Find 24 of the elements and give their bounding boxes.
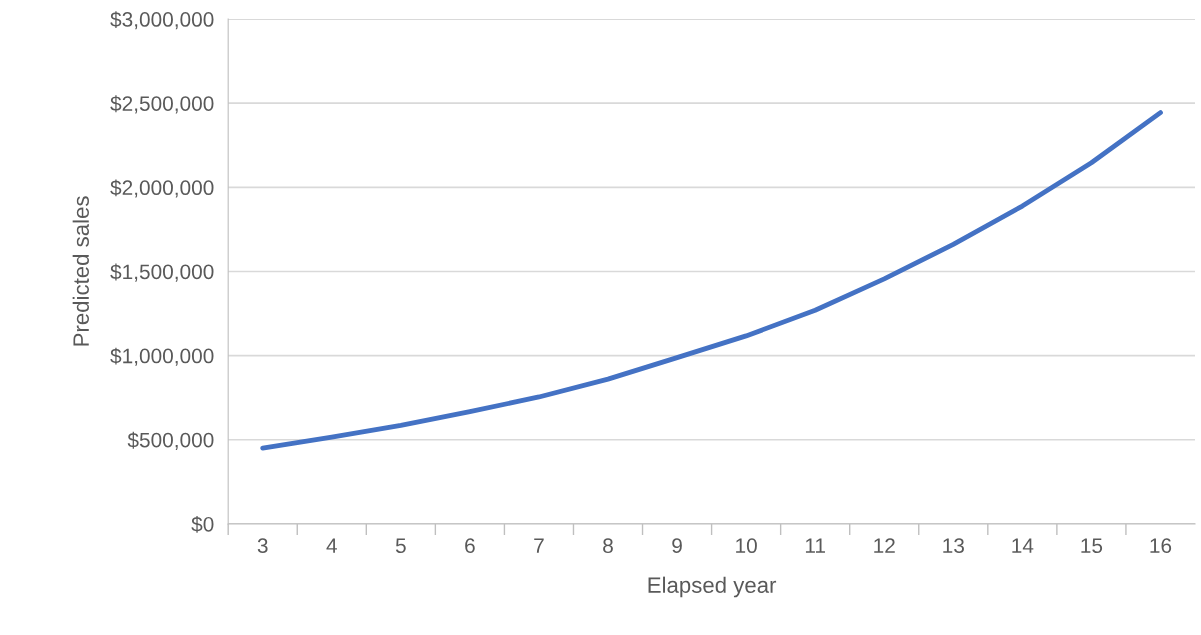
x-tick-label: 6 bbox=[465, 538, 475, 554]
x-tick-label: 13 bbox=[943, 538, 964, 554]
y-tick-label: $500,000 bbox=[127, 431, 214, 450]
x-tick-label: 15 bbox=[1081, 538, 1103, 554]
x-axis-title: Elapsed year bbox=[648, 576, 777, 598]
x-tick-label: 3 bbox=[257, 538, 268, 554]
x-tick-label: 14 bbox=[1012, 538, 1034, 553]
y-tick-label: $3,000,000 bbox=[110, 11, 214, 30]
y-tick-label: $1,000,000 bbox=[110, 347, 214, 366]
x-tick-label: 5 bbox=[395, 538, 406, 554]
y-tick-label: $2,000,000 bbox=[110, 179, 214, 198]
x-tick-label: 8 bbox=[603, 538, 613, 554]
line-series bbox=[260, 110, 1163, 451]
x-tick-label: 11 bbox=[805, 538, 825, 553]
x-tick-label: 7 bbox=[534, 538, 544, 553]
y-axis-title: Predicted sales bbox=[72, 196, 89, 346]
y-tick-label: $1,500,000 bbox=[110, 263, 214, 282]
x-tick-label: 10 bbox=[736, 538, 757, 554]
y-tick-label: $2,500,000 bbox=[110, 95, 214, 114]
y-tick-label: $0 bbox=[191, 516, 214, 533]
x-tick-label: 16 bbox=[1150, 538, 1172, 554]
x-tick-label: 12 bbox=[874, 538, 895, 553]
x-tick-label: 9 bbox=[672, 538, 682, 554]
x-tick-label: 4 bbox=[326, 538, 337, 553]
